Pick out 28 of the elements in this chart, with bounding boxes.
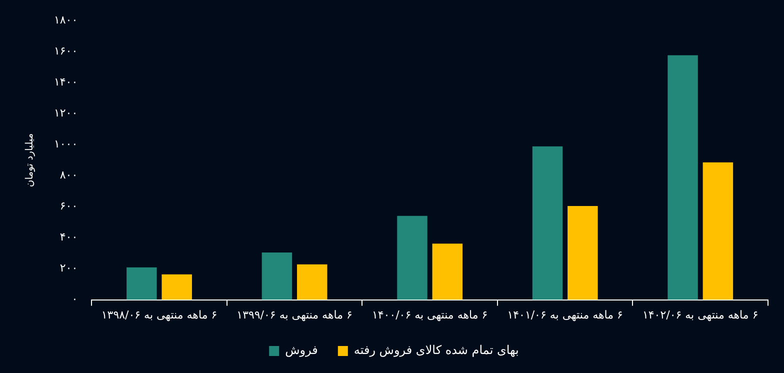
legend-label: فروش [285, 343, 318, 358]
bar [126, 267, 157, 300]
bar [397, 216, 428, 300]
x-tick-label: ۶ ماهه منتهی به ۱۴۰۰/۰۶ [372, 308, 488, 322]
bar [262, 252, 292, 300]
y-tick-label: ۱۴۰۰ [54, 76, 78, 89]
bar [568, 206, 598, 300]
bar [162, 274, 192, 300]
y-tick-label: ۰ [72, 292, 78, 306]
bar [668, 55, 698, 300]
bar [297, 264, 328, 300]
x-tick-label: ۶ ماهه منتهی به ۱۳۹۹/۰۶ [236, 308, 352, 322]
y-tick-label: ۴۰۰ [60, 230, 78, 244]
bar [432, 244, 463, 300]
y-tick-label: ۶۰۰ [60, 200, 78, 213]
x-tick-label: ۶ ماهه منتهی به ۱۴۰۲/۰۶ [642, 308, 758, 322]
y-tick-label: ۲۰۰ [60, 262, 78, 275]
y-tick-label: ۱۶۰۰ [54, 44, 78, 58]
y-tick-label: ۱۸۰۰ [54, 13, 78, 26]
y-tick-label: ۱۰۰۰ [54, 138, 78, 151]
legend-label: بهای تمام شده کالای فروش رفته [354, 343, 519, 358]
x-tick-label: ۶ ماهه منتهی به ۱۳۹۸/۰۶ [101, 308, 218, 322]
y-tick-label: ۸۰۰ [60, 168, 78, 182]
y-tick-label: ۱۲۰۰ [54, 106, 78, 120]
bar [532, 146, 563, 300]
x-tick-label: ۶ ماهه منتهی به ۱۴۰۱/۰۶ [507, 308, 623, 322]
bar [702, 162, 734, 300]
y-axis-title: میلیارد تومان [24, 133, 36, 188]
